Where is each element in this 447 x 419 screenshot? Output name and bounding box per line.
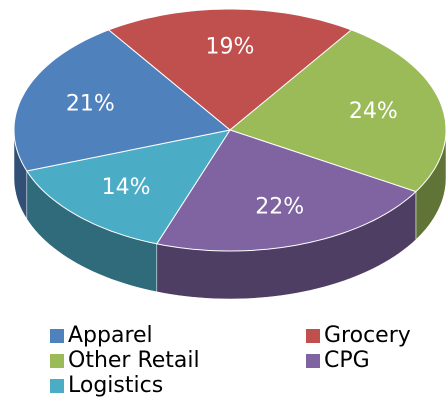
legend-swatch	[50, 379, 64, 393]
legend-label: Other Retail	[68, 348, 200, 373]
slice	[155, 129, 417, 252]
slice	[228, 29, 447, 193]
slice-label: 14%	[102, 175, 151, 200]
legend-swatch	[306, 329, 320, 343]
legend-swatch	[50, 329, 64, 343]
legend-label: Grocery	[324, 323, 411, 348]
slice	[25, 129, 232, 245]
legend-swatch	[306, 354, 320, 368]
legend-swatch	[50, 354, 64, 368]
slice	[107, 8, 353, 131]
slice	[13, 29, 232, 172]
slice-label: 24%	[349, 99, 398, 124]
slice-label: 19%	[206, 35, 255, 60]
slice-label: 22%	[255, 194, 304, 219]
legend-label: Apparel	[68, 323, 153, 348]
slice-label: 21%	[66, 92, 115, 117]
legend-label: CPG	[324, 348, 370, 373]
legend-label: Logistics	[68, 373, 163, 398]
